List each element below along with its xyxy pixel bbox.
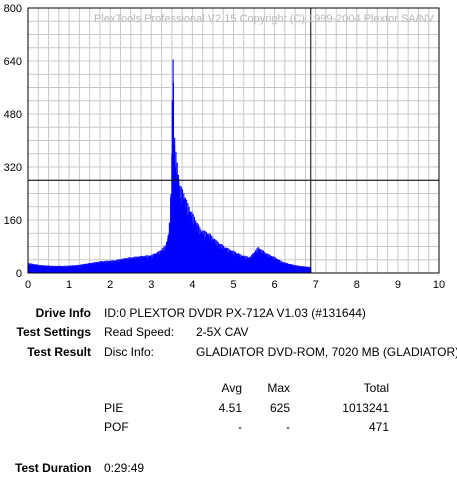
x-tick-label: 5: [230, 279, 236, 291]
x-tick-label: 8: [354, 279, 360, 291]
y-tick-label: 640: [4, 56, 22, 68]
y-tick-label: 800: [4, 3, 22, 15]
chart-title: PlexTools Professional V2.15 Copyright (…: [94, 13, 435, 25]
read-speed-value: 2-5X CAV: [196, 325, 249, 339]
row-total: 471: [368, 420, 389, 434]
y-tick-label: 160: [4, 215, 22, 227]
test-duration-value: 0:29:49: [104, 461, 145, 475]
avg-header: Avg: [221, 381, 242, 395]
y-tick-label: 320: [4, 162, 22, 174]
max-header: Max: [267, 381, 290, 395]
row-avg: 4.51: [218, 401, 242, 415]
total-header: Total: [363, 381, 389, 395]
row-max: -: [286, 420, 290, 434]
read-speed-label: Read Speed:: [104, 325, 175, 339]
data-series: [27, 59, 312, 273]
row-name: POF: [104, 420, 129, 434]
y-tick-label: 0: [16, 268, 22, 280]
drive-info-value: ID:0 PLEXTOR DVDR PX-712A V1.03 (#131644…: [104, 306, 366, 320]
drive-info-label: Drive Info: [35, 306, 91, 320]
x-tick-label: 7: [313, 279, 319, 291]
x-tick-label: 1: [66, 279, 72, 291]
x-tick-label: 6: [272, 279, 278, 291]
x-tick-label: 10: [433, 279, 445, 291]
disc-info-label: Disc Info:: [104, 345, 155, 359]
disc-info-value: GLADIATOR DVD-ROM, 7020 MB (GLADIATOR): [196, 345, 457, 359]
row-total: 1013241: [342, 401, 389, 415]
test-settings-label: Test Settings: [16, 325, 91, 339]
axis-ticks: 0 1 2 3 4 5 6 7 8 9 10 0 160 320 480 640 800: [4, 3, 445, 291]
x-tick-label: 2: [107, 279, 113, 291]
row-name: PIE: [104, 401, 124, 415]
x-tick-label: 3: [148, 279, 154, 291]
grid: [28, 8, 439, 273]
x-tick-label: 9: [395, 279, 401, 291]
row-max: 625: [269, 401, 290, 415]
y-tick-label: 480: [4, 109, 22, 121]
test-result-label: Test Result: [27, 345, 91, 359]
plot-border: [27, 7, 440, 274]
row-avg: -: [238, 420, 242, 434]
x-tick-label: 4: [189, 279, 195, 291]
test-duration-label: Test Duration: [15, 461, 92, 475]
pie-chart: 0 1 2 3 4 5 6 7 8 9 10 0 160 320 480 640 800 PlexTools P…: [4, 3, 445, 291]
x-tick-label: 0: [25, 279, 31, 291]
